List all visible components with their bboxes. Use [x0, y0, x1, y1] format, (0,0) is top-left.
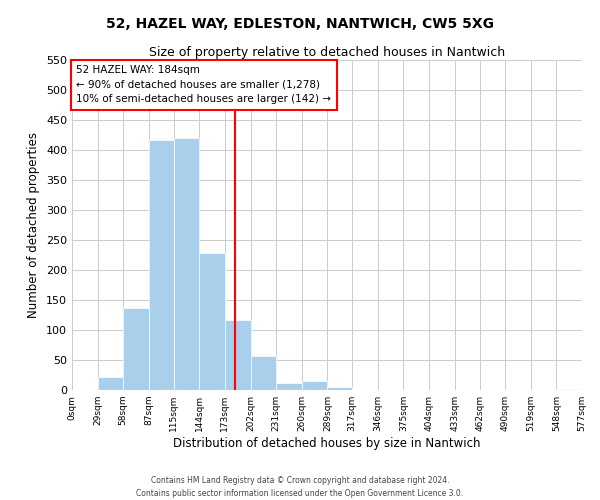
Title: Size of property relative to detached houses in Nantwich: Size of property relative to detached ho…: [149, 46, 505, 59]
Text: 52, HAZEL WAY, EDLESTON, NANTWICH, CW5 5XG: 52, HAZEL WAY, EDLESTON, NANTWICH, CW5 5…: [106, 18, 494, 32]
X-axis label: Distribution of detached houses by size in Nantwich: Distribution of detached houses by size …: [173, 437, 481, 450]
Bar: [328, 387, 352, 390]
Bar: [276, 383, 302, 390]
Bar: [225, 320, 251, 390]
Y-axis label: Number of detached properties: Number of detached properties: [28, 132, 40, 318]
Text: Contains HM Land Registry data © Crown copyright and database right 2024.
Contai: Contains HM Land Registry data © Crown c…: [136, 476, 464, 498]
Text: 52 HAZEL WAY: 184sqm
← 90% of detached houses are smaller (1,278)
10% of semi-de: 52 HAZEL WAY: 184sqm ← 90% of detached h…: [76, 65, 331, 104]
Bar: [123, 308, 149, 390]
Bar: [302, 381, 328, 390]
Bar: [199, 253, 225, 390]
Bar: [173, 138, 199, 390]
Bar: [251, 356, 276, 390]
Bar: [98, 377, 123, 390]
Bar: [149, 140, 173, 390]
